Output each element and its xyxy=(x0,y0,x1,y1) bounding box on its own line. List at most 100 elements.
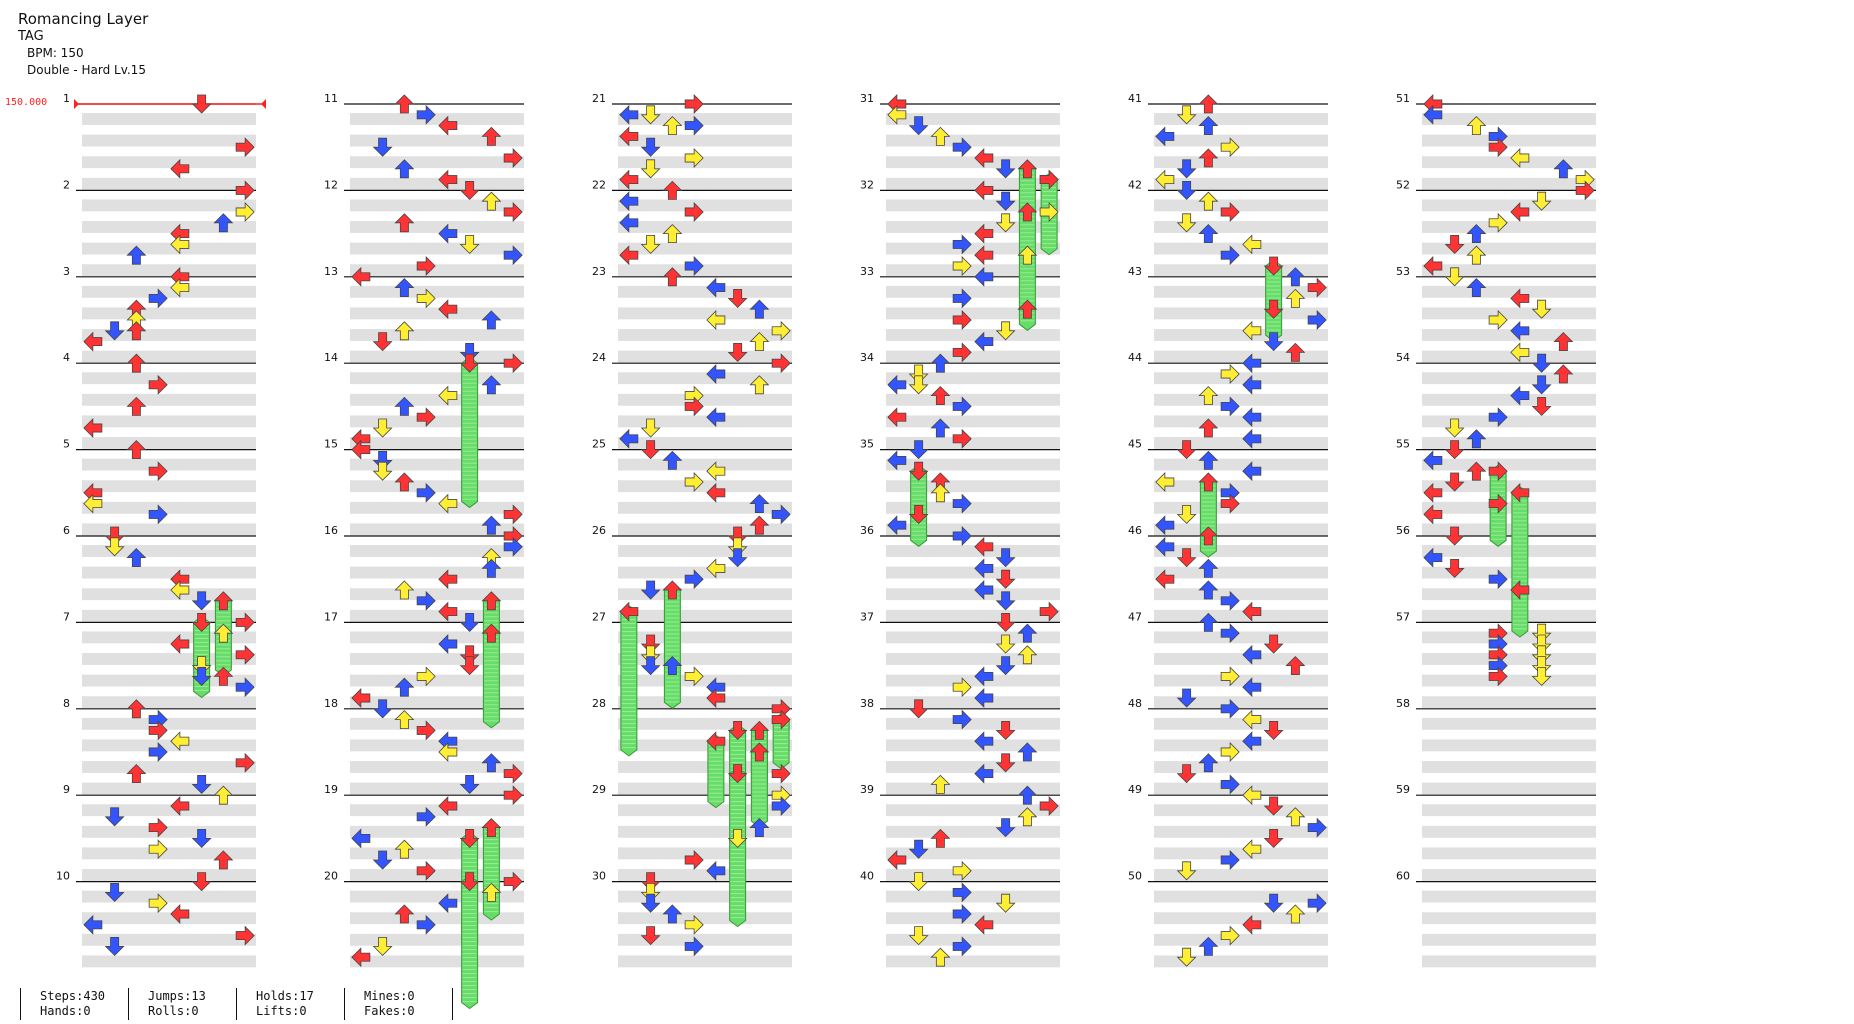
beat-band xyxy=(82,761,256,773)
step-arrow xyxy=(1198,753,1219,773)
beat-band xyxy=(618,631,792,644)
step-arrow xyxy=(1444,267,1465,287)
measure-number: 20 xyxy=(324,870,338,883)
measure-number: 35 xyxy=(860,438,874,451)
beat-band xyxy=(1422,717,1596,730)
step-arrow xyxy=(1285,267,1306,287)
step-arrow xyxy=(126,440,147,460)
beat-band xyxy=(618,912,792,925)
beat-band xyxy=(618,847,792,860)
beat-band xyxy=(618,869,792,881)
step-arrow xyxy=(148,720,168,741)
beat-band xyxy=(618,372,792,385)
step-arrow xyxy=(459,353,480,373)
step-arrow xyxy=(1488,569,1508,590)
step-arrow xyxy=(503,245,523,266)
step-arrow xyxy=(908,364,929,384)
measure-number: 41 xyxy=(1128,92,1142,105)
step-arrow xyxy=(1531,634,1552,654)
step-arrow xyxy=(930,947,951,967)
step-arrow xyxy=(1285,656,1306,675)
beat-band xyxy=(886,696,1060,709)
step-arrow xyxy=(1220,493,1240,514)
step-arrow xyxy=(372,137,393,157)
step-arrow xyxy=(640,926,661,946)
beat-band xyxy=(82,545,256,557)
beat-band xyxy=(618,890,792,903)
step-arrow xyxy=(1039,796,1059,816)
step-arrow xyxy=(1423,482,1443,503)
hold-body xyxy=(461,356,479,509)
song-title: Romancing Layer xyxy=(18,10,149,28)
beat-band xyxy=(618,134,792,147)
step-arrow xyxy=(727,829,748,848)
beat-band xyxy=(1422,307,1596,320)
step-arrow xyxy=(438,796,458,816)
step-arrow xyxy=(394,472,415,492)
beat-band xyxy=(1154,415,1328,428)
step-arrow xyxy=(481,753,502,773)
step-arrow xyxy=(1531,191,1552,211)
measure-number: 10 xyxy=(56,870,70,883)
beat-band xyxy=(1422,372,1596,385)
step-arrow xyxy=(1510,385,1530,406)
beat-band xyxy=(886,717,1060,730)
step-arrow xyxy=(481,375,502,395)
beat-band xyxy=(350,739,524,752)
step-arrow xyxy=(684,914,704,935)
step-arrow xyxy=(1017,785,1038,805)
step-arrow xyxy=(1531,396,1552,416)
step-arrow xyxy=(416,914,436,935)
step-arrow xyxy=(952,310,972,330)
step-arrow xyxy=(1220,742,1240,762)
step-arrow xyxy=(749,818,770,837)
step-arrow xyxy=(1220,623,1240,644)
step-arrow xyxy=(104,807,125,827)
step-arrow xyxy=(640,234,661,254)
step-arrow xyxy=(1198,450,1219,470)
step-arrow xyxy=(503,785,523,806)
beat-band xyxy=(1422,653,1596,665)
step-arrow xyxy=(908,839,929,859)
measure-number: 19 xyxy=(324,783,338,796)
step-arrow xyxy=(995,213,1016,233)
beat-band xyxy=(618,674,792,687)
step-arrow xyxy=(481,818,502,837)
measure-number: 8 xyxy=(63,697,70,710)
step-arrow xyxy=(640,645,661,665)
step-arrow xyxy=(974,688,994,708)
beat-band xyxy=(82,307,256,320)
step-arrow xyxy=(1155,515,1175,536)
beat-band xyxy=(886,264,1060,277)
beat-band xyxy=(886,674,1060,687)
step-arrow xyxy=(1198,418,1219,438)
step-arrow xyxy=(1285,342,1306,362)
step-arrow xyxy=(1242,320,1262,341)
beat-band xyxy=(618,156,792,169)
step-arrow xyxy=(170,580,190,600)
beat-band xyxy=(1154,329,1328,341)
step-arrow xyxy=(1263,299,1284,319)
step-arrow xyxy=(438,634,458,654)
beat-band xyxy=(1422,955,1596,968)
step-arrow xyxy=(727,288,748,308)
step-arrow xyxy=(1242,785,1262,806)
beat-band xyxy=(618,653,792,665)
beat-band xyxy=(350,912,524,925)
beat-band xyxy=(350,393,524,406)
step-arrow xyxy=(191,656,212,676)
step-arrow xyxy=(684,936,704,957)
measure-number: 5 xyxy=(63,438,70,451)
beat-band xyxy=(1422,545,1596,557)
beat-band xyxy=(618,566,792,579)
measure-number: 47 xyxy=(1128,610,1142,623)
step-arrow xyxy=(1488,310,1508,330)
beat-band xyxy=(618,501,792,514)
step-arrow xyxy=(1176,548,1197,568)
step-arrow xyxy=(1531,623,1552,643)
step-arrow xyxy=(1444,472,1465,492)
step-arrow xyxy=(1220,202,1240,222)
step-arrow xyxy=(706,364,726,384)
step-arrow xyxy=(908,872,929,892)
